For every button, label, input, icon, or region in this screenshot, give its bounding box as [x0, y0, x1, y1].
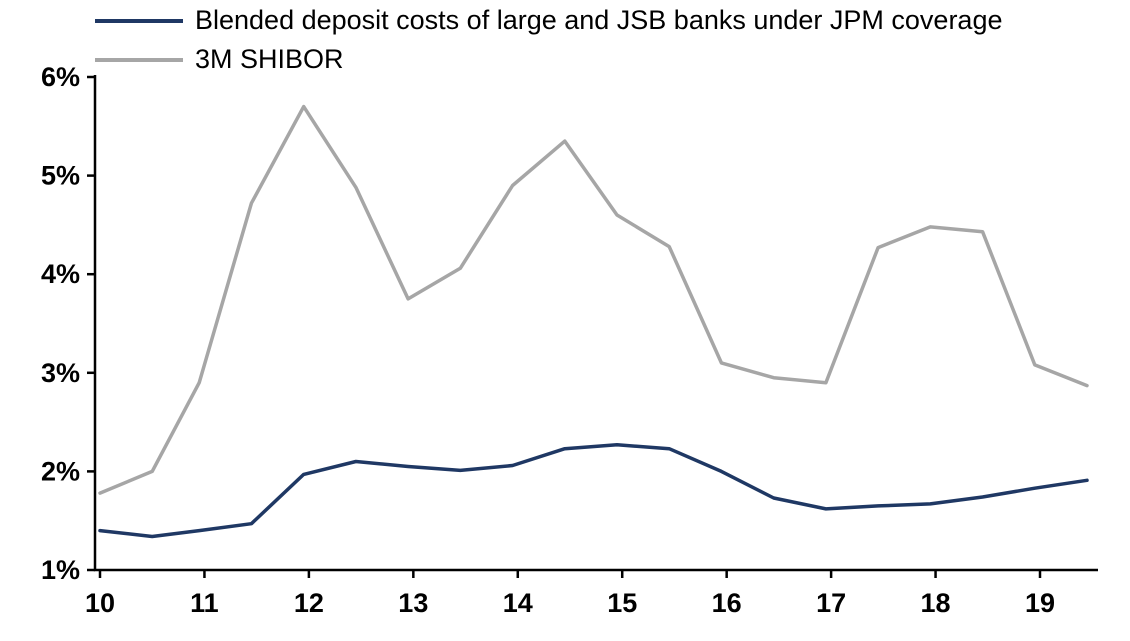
y-tick-label: 2% [41, 456, 80, 486]
legend-item-shibor: 3M SHIBOR [95, 43, 1002, 76]
x-tick-label: 18 [921, 588, 951, 618]
y-tick-label: 1% [41, 555, 80, 585]
x-tick-label: 11 [190, 588, 219, 618]
x-tick-label: 13 [398, 588, 428, 618]
legend-line-swatch-shibor [95, 57, 183, 62]
legend-label-deposit-costs: Blended deposit costs of large and JSB b… [195, 5, 1003, 35]
legend-label-shibor: 3M SHIBOR [195, 44, 344, 74]
legend-item-deposit-costs: Blended deposit costs of large and JSB b… [95, 4, 1002, 37]
x-tick-label: 15 [607, 588, 637, 618]
legend-line-swatch-deposit-costs [95, 18, 183, 23]
x-tick-label: 10 [85, 588, 115, 618]
y-tick-label: 6% [41, 62, 80, 92]
y-tick-label: 4% [41, 259, 80, 289]
y-tick-label: 5% [41, 161, 80, 191]
y-tick-label: 3% [41, 358, 80, 388]
series-line-0 [98, 443, 1089, 539]
x-tick-label: 19 [1025, 588, 1055, 618]
x-tick-label: 12 [294, 588, 324, 618]
axes [93, 75, 1098, 572]
x-tick-label: 14 [503, 588, 533, 618]
x-tick-label: 16 [712, 588, 742, 618]
legend: Blended deposit costs of large and JSB b… [95, 4, 1002, 76]
x-tick-label: 17 [816, 588, 846, 618]
series-line-1 [98, 104, 1089, 495]
